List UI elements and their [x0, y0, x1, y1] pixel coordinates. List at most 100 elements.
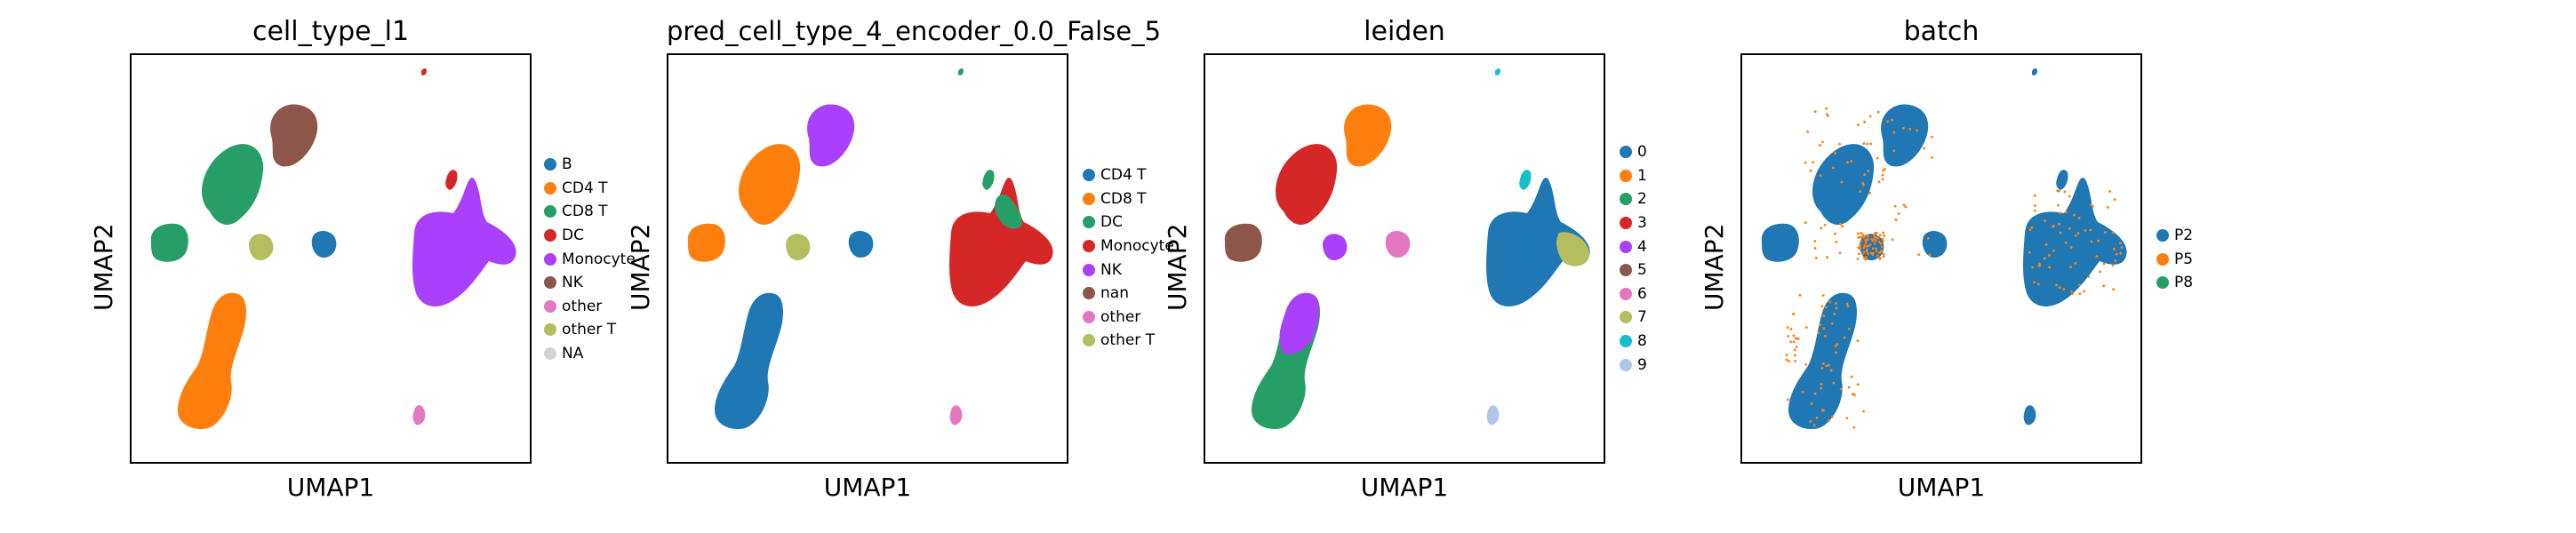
legend-marker	[544, 276, 556, 290]
cluster-tinyTop	[958, 68, 964, 76]
x-axis-label: UMAP1	[823, 473, 912, 502]
batch-point	[2084, 229, 2087, 232]
batch-point	[1847, 327, 1851, 330]
batch-point	[1902, 127, 1905, 130]
cluster-botR	[1486, 405, 1500, 426]
legend-item: 6	[1620, 282, 1647, 306]
batch-speckles	[1785, 107, 2124, 429]
batch-point	[1863, 173, 1867, 177]
batch-point	[1871, 247, 1875, 251]
legend-marker	[1083, 287, 1095, 300]
batch-point	[2108, 190, 2112, 193]
legend-item: Monocyte	[1083, 235, 1174, 259]
batch-point	[1820, 227, 1823, 230]
batch-point	[2076, 232, 2080, 235]
legend-marker	[1620, 335, 1632, 348]
batch-point	[2087, 275, 2091, 278]
batch-point	[1860, 231, 1863, 235]
batch-point	[1822, 314, 1826, 317]
batch-point	[2112, 288, 2115, 291]
legend-marker	[544, 181, 556, 195]
legend-label: 8	[1637, 332, 1647, 351]
batch-point	[1850, 375, 1853, 378]
batch-point	[1793, 354, 1796, 357]
batch-point	[1859, 190, 1862, 193]
batch-point	[1832, 381, 1836, 385]
batch-point	[1856, 383, 1860, 386]
batch-point	[1864, 256, 1868, 259]
legend-item: DC	[544, 224, 636, 248]
batch-point	[2055, 283, 2058, 287]
batch-point	[2044, 243, 2048, 246]
cluster-upperCL	[739, 144, 801, 225]
legend-item: CD4 T	[544, 177, 636, 201]
batch-point	[1787, 398, 1789, 402]
batch-point	[2077, 283, 2081, 287]
legend-item: 0	[1620, 140, 1647, 164]
batch-point	[1819, 174, 1822, 177]
cluster-upperC	[807, 104, 855, 167]
legend-label: 9	[1637, 355, 1647, 374]
batch-point	[1834, 302, 1837, 305]
batch-point	[1847, 386, 1851, 389]
umap-panel-pred-cell-type: pred_cell_type_4_encoder_0.0_False_5 UMA…	[0, 0, 1174, 533]
cluster-botR	[949, 405, 963, 426]
legend-label: DC	[562, 227, 584, 245]
batch-point	[1840, 180, 1844, 184]
batch-point	[1793, 348, 1796, 352]
batch-point	[1864, 242, 1868, 244]
batch-point	[2059, 231, 2062, 235]
legend-marker	[1083, 216, 1095, 229]
batch-point	[2077, 217, 2081, 219]
legend-item: CD8 T	[1083, 187, 1174, 211]
legend-item: NK	[1083, 258, 1174, 282]
batch-point	[1871, 239, 1875, 243]
legend-item: 9	[1620, 353, 1647, 377]
cluster-upperC	[1344, 104, 1392, 167]
legend-item: NA	[544, 342, 636, 366]
batch-point	[1867, 252, 1869, 256]
batch-point	[1875, 250, 1878, 253]
batch-point	[2112, 231, 2115, 235]
batch-point	[1882, 239, 1884, 243]
legend-item: NK	[544, 271, 636, 295]
cluster-smallB	[311, 231, 337, 258]
batch-point	[2028, 251, 2031, 254]
legend-marker	[1620, 358, 1632, 371]
cluster-upperCL	[1812, 144, 1875, 225]
batch-point	[1908, 127, 1911, 131]
cluster-rightBig	[949, 178, 1053, 306]
cluster-lowerL	[715, 292, 783, 430]
batch-point	[1786, 326, 1789, 330]
batch-point	[1845, 417, 1849, 420]
batch-point	[1798, 294, 1802, 297]
batch-point	[1789, 328, 1793, 330]
legend-item: CD4 T	[1083, 163, 1174, 187]
legend-marker	[1620, 287, 1632, 300]
batch-point	[1866, 238, 1869, 241]
cluster-smallB	[848, 231, 874, 258]
legend-item: 8	[1620, 330, 1647, 354]
batch-point	[2062, 288, 2066, 290]
batch-point	[1930, 135, 1933, 139]
batch-point	[2043, 257, 2046, 260]
cluster-overlay	[995, 194, 1022, 229]
batch-point	[1822, 362, 1825, 365]
batch-point	[1785, 354, 1788, 356]
batch-point	[2036, 282, 2040, 286]
batch-point	[2065, 211, 2068, 214]
batch-point	[1875, 247, 1877, 251]
batch-point	[1812, 161, 1815, 163]
legend-marker	[1083, 263, 1095, 276]
batch-point	[1789, 340, 1792, 344]
cluster-rightBig	[412, 178, 516, 306]
panel-title: cell_type_l1	[252, 16, 410, 47]
cluster-farL	[150, 223, 188, 262]
cluster-lowerL	[1788, 292, 1857, 430]
batch-point	[2112, 247, 2116, 251]
scatter-svg	[1761, 68, 2127, 430]
batch-point	[1868, 115, 1872, 118]
batch-point	[1861, 234, 1865, 236]
batch-point	[2068, 195, 2071, 198]
batch-point	[1839, 387, 1843, 391]
